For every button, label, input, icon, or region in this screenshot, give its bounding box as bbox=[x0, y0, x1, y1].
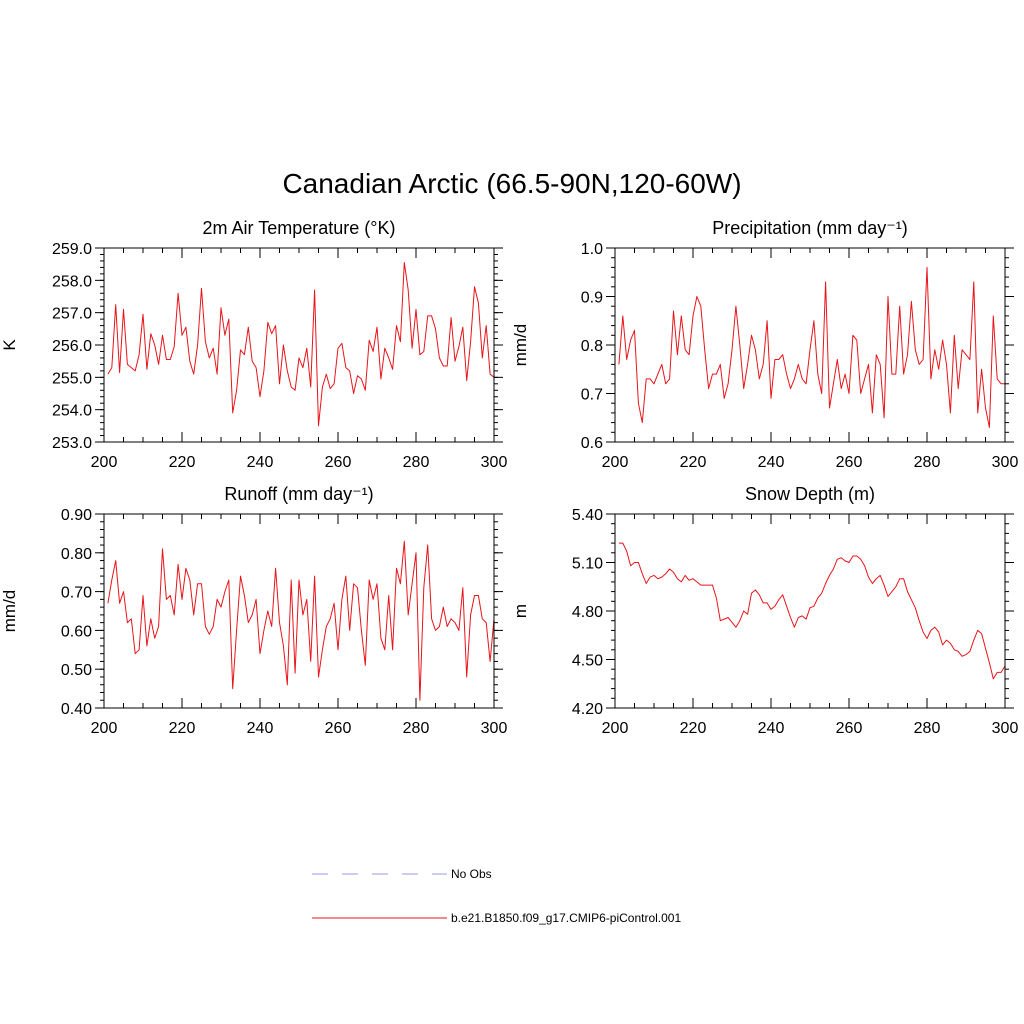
x-tick-label: 220 bbox=[680, 720, 707, 737]
y-tick-label: 259.0 bbox=[52, 241, 92, 258]
y-tick-label: 0.6 bbox=[581, 435, 603, 452]
x-tick-label: 280 bbox=[403, 720, 430, 737]
chart-panel-3: Runoff (mm day⁻¹) mm/d 200 220 240 260 280 300 0… bbox=[0, 484, 507, 737]
x-tick-label: 280 bbox=[403, 454, 430, 471]
x-tick-label: 220 bbox=[169, 720, 196, 737]
panel-title: Precipitation (mm day⁻¹) bbox=[712, 218, 908, 238]
y-tick-label: 257.0 bbox=[52, 306, 92, 323]
y-tick-label: 258.0 bbox=[52, 273, 92, 290]
x-tick-label: 300 bbox=[481, 720, 508, 737]
x-tick-label: 260 bbox=[325, 454, 352, 471]
y-tick-label: 0.60 bbox=[61, 623, 92, 640]
x-tick-label: 240 bbox=[758, 720, 785, 737]
x-tick-label: 200 bbox=[91, 454, 118, 471]
y-tick-label: 0.7 bbox=[581, 387, 603, 404]
x-tick-label: 300 bbox=[992, 454, 1019, 471]
y-axis-label: mm/d bbox=[0, 590, 19, 633]
figure-title: Canadian Arctic (66.5-90N,120-60W) bbox=[282, 168, 741, 199]
panel-title: Runoff (mm day⁻¹) bbox=[224, 484, 373, 504]
y-tick-label: 0.80 bbox=[61, 546, 92, 563]
x-tick-label: 260 bbox=[836, 454, 863, 471]
y-tick-label: 4.20 bbox=[572, 701, 603, 718]
x-tick-label: 200 bbox=[602, 454, 629, 471]
y-axis-label: m bbox=[511, 604, 530, 618]
y-tick-label: 255.0 bbox=[52, 370, 92, 387]
panels: 2m Air Temperature (°K) K 200 220 240 260 280 3… bbox=[0, 218, 1018, 737]
x-tick-label: 260 bbox=[325, 720, 352, 737]
y-axis-label: K bbox=[0, 339, 19, 351]
y-tick-label: 0.9 bbox=[581, 290, 603, 307]
y-tick-label: 4.80 bbox=[572, 604, 603, 621]
chart-panel-1: 2m Air Temperature (°K) K 200 220 240 260 280 3… bbox=[0, 218, 507, 471]
y-tick-label: 4.50 bbox=[572, 653, 603, 670]
series-line bbox=[107, 540, 495, 701]
y-tick-label: 5.10 bbox=[572, 556, 603, 573]
plot-frame bbox=[103, 247, 495, 443]
y-axis-label: mm/d bbox=[511, 324, 530, 367]
y-tick-label: 0.90 bbox=[61, 507, 92, 524]
x-tick-label: 240 bbox=[758, 454, 785, 471]
x-tick-label: 220 bbox=[169, 454, 196, 471]
x-tick-label: 260 bbox=[836, 720, 863, 737]
legend-model-label: b.e21.B1850.f09_g17.CMIP6-piControl.001 bbox=[451, 911, 681, 925]
plot-frame bbox=[614, 513, 1006, 709]
x-tick-label: 280 bbox=[914, 454, 941, 471]
y-tick-label: 0.70 bbox=[61, 585, 92, 602]
series-line bbox=[618, 266, 1005, 428]
y-tick-label: 253.0 bbox=[52, 435, 92, 452]
plot-frame bbox=[614, 247, 1006, 443]
x-tick-label: 220 bbox=[680, 454, 707, 471]
y-tick-label: 0.40 bbox=[61, 701, 92, 718]
x-tick-label: 300 bbox=[481, 454, 508, 471]
chart-panel-2: Precipitation (mm day⁻¹) mm/d 200 220 240 260… bbox=[511, 218, 1018, 471]
x-tick-label: 240 bbox=[247, 454, 274, 471]
y-tick-label: 256.0 bbox=[52, 338, 92, 355]
plot-frame bbox=[103, 513, 495, 709]
panel-title: Snow Depth (m) bbox=[745, 484, 875, 504]
series-line bbox=[107, 262, 495, 427]
legend: No Obs b.e21.B1850.f09_g17.CMIP6-piContr… bbox=[312, 867, 681, 925]
y-tick-label: 1.0 bbox=[581, 241, 603, 258]
panel-title: 2m Air Temperature (°K) bbox=[203, 218, 396, 238]
y-tick-label: 0.50 bbox=[61, 662, 92, 679]
legend-obs-label: No Obs bbox=[451, 867, 492, 881]
chart-panel-4: Snow Depth (m) m 200 220 240 260 280 300 4.20 4.5… bbox=[511, 484, 1018, 737]
x-tick-label: 300 bbox=[992, 720, 1019, 737]
x-tick-label: 240 bbox=[247, 720, 274, 737]
x-tick-label: 280 bbox=[914, 720, 941, 737]
y-tick-label: 5.40 bbox=[572, 507, 603, 524]
x-tick-label: 200 bbox=[602, 720, 629, 737]
y-tick-label: 0.8 bbox=[581, 338, 603, 355]
y-tick-label: 254.0 bbox=[52, 403, 92, 420]
series-line bbox=[618, 542, 1006, 680]
x-tick-label: 200 bbox=[91, 720, 118, 737]
